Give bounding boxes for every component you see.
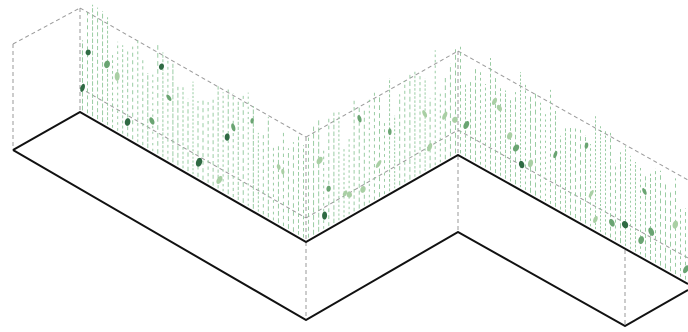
plant-leaf <box>648 227 655 236</box>
floor-front-edge <box>12 149 688 328</box>
vertical-planting <box>80 4 688 280</box>
plant-leaf <box>342 190 348 197</box>
plant-leaf <box>506 132 513 140</box>
mid-dashed-line-2 <box>305 129 459 219</box>
plant-leaf <box>463 120 470 130</box>
plant-leaf <box>360 186 366 193</box>
top-edge-1 <box>79 7 307 138</box>
plant-leaf <box>346 191 353 198</box>
plant-leaf <box>553 150 558 159</box>
plant-leaf <box>114 71 120 81</box>
plant-leaf <box>166 94 172 101</box>
plant-leaf <box>250 118 254 124</box>
plant-leaf <box>357 115 362 123</box>
plant-leaf <box>642 188 647 195</box>
plant-leaf <box>422 110 428 118</box>
plant-leaf <box>588 189 594 198</box>
wall-base-line <box>12 110 688 285</box>
plant-leaf <box>281 168 285 175</box>
plant-leaf <box>518 160 525 169</box>
plant-leaf <box>231 123 236 132</box>
plant-leaf <box>375 160 382 168</box>
plant-leaf <box>527 159 534 168</box>
top-edge-left <box>12 7 81 45</box>
plant-leaf <box>195 157 203 167</box>
plant-leaf <box>216 175 223 184</box>
plant-leaf <box>149 117 155 125</box>
plant-leaf <box>158 63 165 70</box>
plant-leaf <box>276 164 281 170</box>
plant-leaf <box>452 116 458 123</box>
plant-leaf <box>593 215 598 223</box>
plant-leaf <box>387 128 392 136</box>
plant-leaf <box>672 220 679 229</box>
plant-leaf <box>124 118 131 126</box>
plant-leaf <box>442 111 448 120</box>
top-edge-3 <box>457 50 688 181</box>
plant-leaf <box>104 60 111 69</box>
plant-leaf <box>491 97 498 106</box>
plant-leaf <box>496 104 502 112</box>
plant-leaf <box>85 49 91 56</box>
plant-leaf <box>427 143 433 152</box>
plant-leaf <box>682 265 688 274</box>
plant-leaf <box>80 83 85 92</box>
top-edge-2 <box>305 50 459 138</box>
plant-leaf <box>638 236 645 245</box>
plant-leaf <box>322 211 328 220</box>
plant-leaf <box>512 144 520 152</box>
plant-leaf <box>326 185 331 192</box>
mid-dashed-line-3 <box>457 129 688 259</box>
plant-leaf <box>584 142 589 149</box>
floor-outline <box>12 110 688 328</box>
plant-leaf <box>224 133 230 141</box>
plant-leaf <box>621 220 629 229</box>
plant-leaf <box>316 156 323 165</box>
plant-leaf <box>609 218 615 227</box>
